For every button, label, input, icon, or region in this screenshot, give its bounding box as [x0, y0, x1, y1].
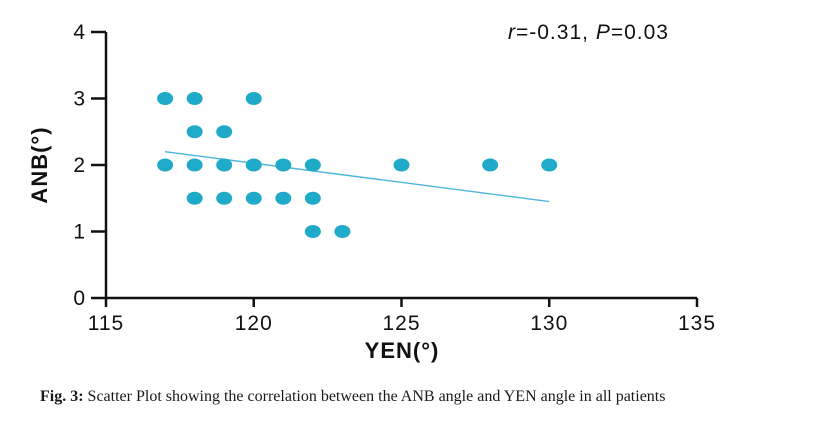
- y-tick-label: 3: [73, 88, 86, 111]
- r-symbol: r: [508, 21, 516, 44]
- x-tick-label: 115: [88, 312, 124, 335]
- data-point: [304, 191, 321, 205]
- p-value: =0.03: [611, 21, 669, 44]
- data-point: [186, 125, 203, 139]
- x-tick-label: 125: [382, 312, 420, 335]
- tick-marks: [91, 30, 699, 307]
- data-point: [334, 225, 351, 238]
- data-point: [216, 191, 233, 205]
- data-point: [304, 158, 321, 172]
- data-point: [157, 158, 174, 172]
- data-point: [541, 158, 558, 172]
- data-points: [157, 92, 558, 238]
- scatter-chart: 115 120 125 130 135 0 1 2 3 4 YEN(°) ANB(°) r=-0.…: [27, 21, 716, 363]
- y-tick-label: 0: [73, 287, 86, 310]
- figure-caption: Fig. 3: Scatter Plot showing the correla…: [40, 388, 665, 406]
- data-point: [157, 92, 174, 105]
- caption-label: Fig. 3:: [40, 388, 84, 405]
- x-axis-label: YEN(°): [365, 338, 440, 363]
- x-tick-label: 135: [678, 312, 716, 335]
- data-point: [482, 158, 499, 172]
- data-point: [186, 158, 203, 172]
- y-tick-label: 1: [73, 221, 86, 244]
- data-point: [275, 158, 292, 172]
- data-point: [245, 92, 262, 105]
- tick-labels: 115 120 125 130 135 0 1 2 3 4: [73, 21, 716, 335]
- caption-text: Scatter Plot showing the correlation bet…: [83, 388, 666, 405]
- data-point: [186, 191, 203, 205]
- r-value: =-0.31,: [516, 21, 596, 44]
- correlation-annotation: r=-0.31, P=0.03: [508, 21, 669, 44]
- data-point: [216, 125, 233, 139]
- data-point: [304, 225, 321, 238]
- x-tick-label: 130: [530, 312, 568, 335]
- data-point: [393, 158, 410, 172]
- data-point: [245, 191, 262, 205]
- data-point: [245, 158, 262, 172]
- data-point: [216, 158, 233, 172]
- y-axis-label: ANB(°): [27, 126, 52, 203]
- data-point: [186, 92, 203, 105]
- y-tick-label: 2: [73, 154, 86, 177]
- y-tick-label: 4: [73, 21, 86, 44]
- p-symbol: P: [596, 21, 611, 44]
- data-point: [275, 191, 292, 205]
- x-tick-label: 120: [235, 312, 273, 335]
